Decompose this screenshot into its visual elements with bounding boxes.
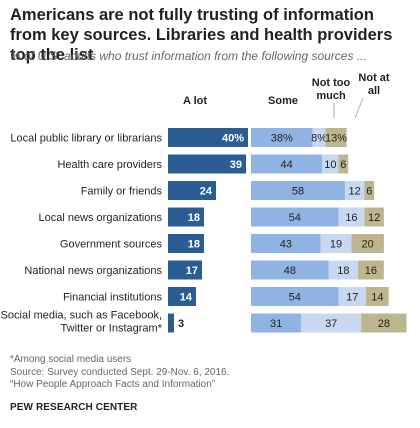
category-label: National news organizations	[24, 265, 162, 277]
bar-not-too-much	[344, 181, 365, 200]
bar-not-at-all-label: 12	[368, 212, 380, 224]
bar-not-too-much	[301, 313, 362, 333]
bar-not-at-all-label: 13%	[325, 133, 347, 145]
bar-a-lot-label: 24	[200, 186, 213, 198]
bar-not-at-all-label: 6	[366, 186, 372, 198]
bar-not-at-all	[366, 287, 389, 306]
bar-not-too-much-label: 18	[337, 265, 349, 277]
bar-not-at-all-label: 14	[371, 292, 383, 304]
legend-some: Some	[268, 95, 298, 107]
bar-some-label: 44	[281, 159, 293, 171]
bar-some-label: 48	[284, 265, 296, 277]
bar-not-too-much-label: 19	[330, 239, 342, 251]
bar-not-too-much	[338, 207, 365, 227]
bar-some	[251, 287, 339, 306]
bar-not-at-all	[361, 313, 407, 333]
bar-not-too-much-label: 10	[324, 159, 336, 171]
legend-not-at-all-line2: all	[368, 85, 380, 97]
bar-not-at-all-label: 16	[365, 265, 377, 277]
bar-some	[251, 154, 323, 174]
bar-a-lot	[168, 287, 196, 306]
bar-some-label: 38%	[271, 133, 293, 145]
bar-not-too-much-label: 8%	[311, 133, 327, 145]
legend-leader-not-at-all	[354, 97, 364, 119]
bar-some-label: 43	[280, 239, 292, 251]
bar-a-lot	[168, 128, 248, 147]
bar-not-at-all	[364, 207, 384, 227]
bar-some	[251, 207, 339, 227]
chart-title: Americans are not fully trusting of info…	[10, 6, 393, 64]
bar-a-lot-label: 39	[230, 159, 242, 171]
legend-a-lot: A lot	[183, 95, 207, 107]
bar-a-lot	[168, 313, 174, 333]
bar-some-label: 54	[289, 212, 301, 224]
bar-not-too-much-label: 16	[345, 212, 357, 224]
bar-a-lot	[168, 207, 204, 227]
bar-not-at-all	[325, 128, 347, 147]
bar-a-lot	[168, 181, 216, 200]
bar-some	[251, 313, 302, 333]
bar-not-too-much-label: 12	[349, 186, 361, 198]
bar-some	[251, 181, 345, 200]
bar-a-lot	[168, 154, 246, 174]
bar-not-at-all	[364, 181, 375, 200]
bar-some	[251, 128, 313, 147]
bar-not-too-much	[320, 234, 352, 253]
legend-not-too-much-line2: much	[316, 90, 346, 102]
bar-not-too-much-label: 37	[325, 318, 337, 330]
bar-a-lot-label: 14	[180, 292, 193, 304]
bar-some-label: 58	[292, 186, 304, 198]
bar-not-at-all	[357, 260, 384, 280]
bar-not-too-much	[328, 260, 358, 280]
bar-a-lot	[168, 260, 202, 280]
bar-not-too-much	[338, 287, 367, 306]
bar-some	[251, 234, 321, 253]
bar-a-lot	[168, 234, 204, 253]
legend-not-at-all-line1: Not at	[358, 72, 390, 84]
footnote: *Among social media users	[10, 354, 132, 365]
category-label: Financial institutions	[63, 292, 163, 304]
report-title: “How People Approach Facts and Informati…	[10, 379, 216, 390]
bar-a-lot-label: 40%	[222, 133, 244, 145]
bar-not-too-much-label: 17	[346, 292, 358, 304]
bar-a-lot-label: 3	[178, 318, 184, 330]
category-label: Local news organizations	[38, 212, 162, 224]
category-label: Health care providers	[57, 159, 162, 171]
bar-not-at-all-label: 20	[362, 239, 374, 251]
bar-not-at-all	[338, 154, 349, 174]
category-label-line2: Twitter or Instagram*	[61, 323, 163, 335]
bar-some	[251, 260, 329, 280]
bar-some-label: 54	[289, 292, 301, 304]
chart-subtitle: % of U.S. adults who trust information f…	[10, 49, 367, 63]
category-label: Local public library or librarians	[10, 133, 162, 145]
bar-not-at-all	[351, 234, 384, 253]
category-label-line1: Social media, such as Facebook,	[1, 310, 162, 322]
bar-a-lot-label: 17	[186, 265, 198, 277]
bar-not-at-all-label: 28	[378, 318, 390, 330]
credit: PEW RESEARCH CENTER	[10, 402, 138, 413]
category-label: Family or friends	[81, 186, 163, 198]
bar-not-too-much	[322, 154, 339, 174]
legend-not-too-much-line1: Not too	[312, 77, 351, 89]
bar-not-at-all-label: 6	[340, 159, 346, 171]
bar-a-lot-label: 18	[188, 239, 200, 251]
category-label: Government sources	[60, 239, 163, 251]
bar-some-label: 31	[270, 318, 282, 330]
bar-not-too-much	[312, 128, 326, 147]
bar-a-lot-label: 18	[188, 212, 200, 224]
source-note: Source: Survey conducted Sept. 29-Nov. 6…	[10, 367, 230, 378]
